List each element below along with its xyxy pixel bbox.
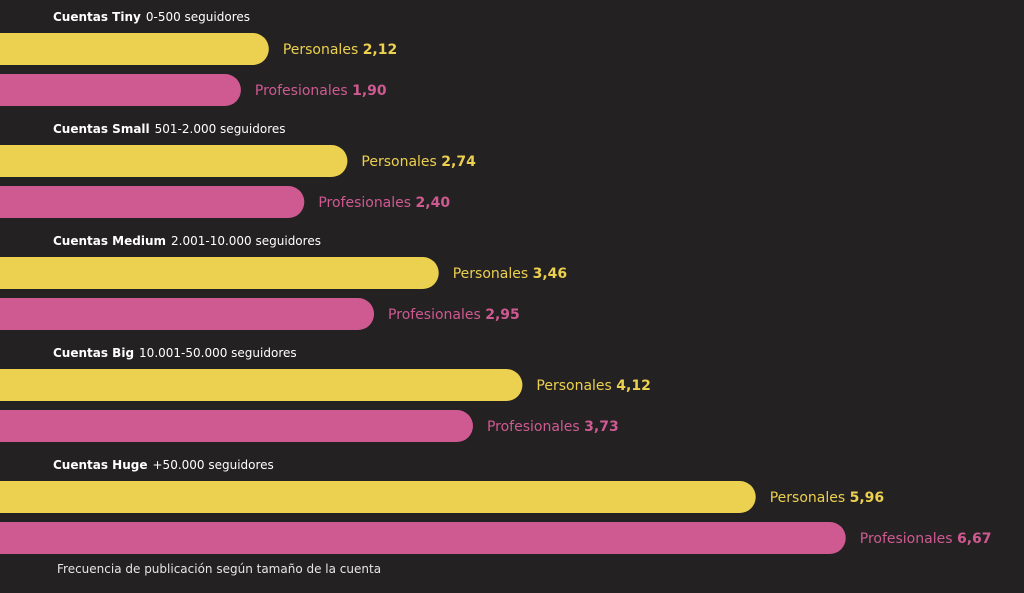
group-name: Cuentas Medium	[53, 234, 166, 248]
group-title: Cuentas Huge +50.000 seguidores	[53, 458, 274, 472]
data-label-profesionales: Profesionales 6,67	[860, 531, 992, 547]
bar-personales	[0, 33, 269, 65]
group-range: 2.001-10.000 seguidores	[171, 234, 321, 248]
bar-personales	[0, 145, 348, 177]
bar-profesionales	[0, 74, 241, 106]
group-title: Cuentas Small 501-2.000 seguidores	[53, 122, 286, 136]
data-label-personales: Personales 2,12	[283, 42, 397, 58]
group-name: Cuentas Big	[53, 346, 134, 360]
bar-profesionales	[0, 522, 846, 554]
group-title: Cuentas Big 10.001-50.000 seguidores	[53, 346, 297, 360]
group-range: 501-2.000 seguidores	[155, 122, 286, 136]
group-range: 0-500 seguidores	[146, 10, 250, 24]
data-label-profesionales: Profesionales 3,73	[487, 419, 619, 435]
chart-caption: Frecuencia de publicación según tamaño d…	[57, 562, 382, 576]
group-range: +50.000 seguidores	[153, 458, 274, 472]
group-title: Cuentas Tiny 0-500 seguidores	[53, 10, 250, 24]
data-label-personales: Personales 4,12	[536, 378, 650, 394]
bar-personales	[0, 481, 756, 513]
data-label-personales: Personales 5,96	[770, 490, 884, 506]
data-label-profesionales: Profesionales 2,40	[318, 195, 450, 211]
group-range: 10.001-50.000 seguidores	[139, 346, 297, 360]
data-label-profesionales: Profesionales 1,90	[255, 83, 387, 99]
bar-profesionales	[0, 298, 375, 330]
data-label-personales: Personales 2,74	[361, 154, 476, 170]
bar-profesionales	[0, 410, 473, 442]
bar-personales	[0, 369, 523, 401]
group-name: Cuentas Huge	[53, 458, 148, 472]
data-label-profesionales: Profesionales 2,95	[388, 307, 520, 323]
data-label-personales: Personales 3,46	[453, 266, 567, 282]
group-name: Cuentas Tiny	[53, 10, 141, 24]
group-title: Cuentas Medium 2.001-10.000 seguidores	[53, 234, 321, 248]
bar-personales	[0, 257, 439, 289]
bar-profesionales	[0, 186, 305, 218]
group-name: Cuentas Small	[53, 122, 150, 136]
